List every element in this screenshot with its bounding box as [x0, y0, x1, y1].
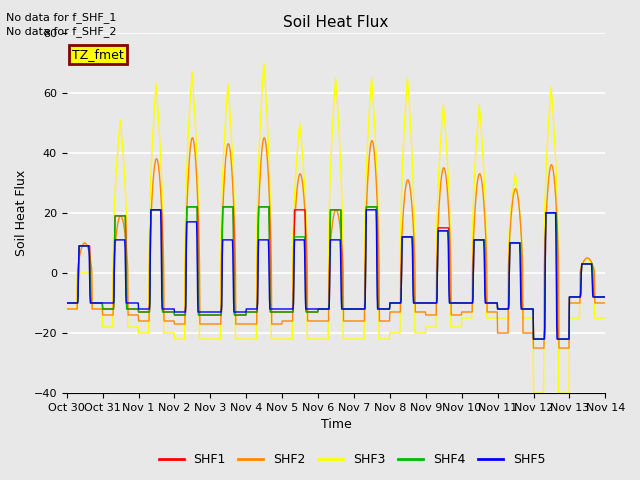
Text: No data for f_SHF_2: No data for f_SHF_2: [6, 26, 117, 37]
X-axis label: Time: Time: [321, 419, 351, 432]
Y-axis label: Soil Heat Flux: Soil Heat Flux: [15, 170, 28, 256]
Legend: SHF1, SHF2, SHF3, SHF4, SHF5: SHF1, SHF2, SHF3, SHF4, SHF5: [154, 448, 550, 471]
Text: TZ_fmet: TZ_fmet: [72, 48, 124, 61]
Text: No data for f_SHF_1: No data for f_SHF_1: [6, 12, 116, 23]
Title: Soil Heat Flux: Soil Heat Flux: [284, 15, 388, 30]
